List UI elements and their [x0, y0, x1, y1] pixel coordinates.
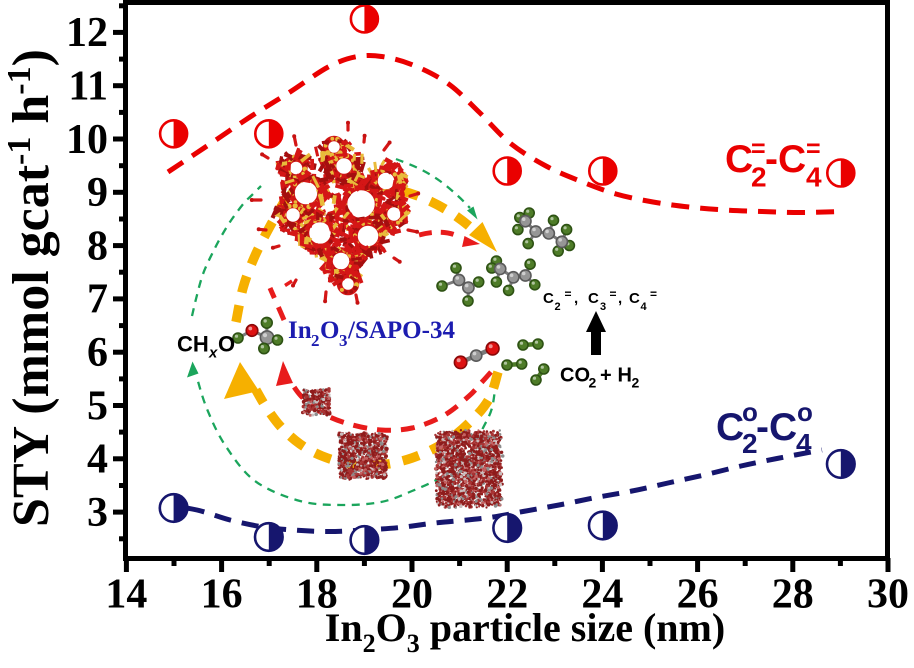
svg-text:28: 28 — [772, 572, 814, 618]
svg-text:CH: CH — [177, 332, 209, 357]
svg-text:C: C — [543, 290, 554, 307]
svg-text:=: = — [806, 135, 821, 163]
svg-text:4: 4 — [806, 162, 822, 193]
svg-text:CO: CO — [560, 365, 590, 387]
svg-text:O: O — [320, 317, 339, 344]
svg-text:30: 30 — [867, 572, 909, 618]
svg-text:C: C — [725, 138, 753, 181]
svg-text:12: 12 — [66, 10, 108, 56]
svg-text:14: 14 — [105, 572, 147, 618]
svg-text:10: 10 — [66, 117, 108, 163]
svg-text:O: O — [218, 332, 235, 357]
svg-text:C: C — [716, 406, 744, 449]
svg-text:7: 7 — [87, 277, 108, 323]
svg-text:,: , — [574, 290, 578, 307]
svg-text:=: = — [751, 135, 766, 163]
svg-text:24: 24 — [581, 572, 623, 618]
svg-text:9: 9 — [87, 170, 108, 216]
svg-text:C: C — [629, 290, 640, 307]
svg-text:In2O3 particle size (nm): In2O3 particle size (nm) — [325, 605, 725, 658]
svg-text:=: = — [650, 287, 657, 301]
svg-text:2: 2 — [742, 428, 758, 459]
svg-text:4: 4 — [641, 301, 648, 313]
svg-text:-C: -C — [765, 138, 806, 181]
svg-text:3: 3 — [87, 490, 108, 536]
svg-text:2: 2 — [589, 375, 597, 391]
svg-text:In: In — [288, 317, 312, 344]
svg-text:x: x — [208, 345, 218, 362]
svg-text:2: 2 — [555, 301, 561, 313]
svg-text:H: H — [618, 365, 632, 387]
svg-text:8: 8 — [87, 223, 108, 269]
svg-text:2: 2 — [311, 331, 320, 350]
svg-text:=: = — [565, 287, 572, 301]
svg-text:4: 4 — [87, 437, 108, 483]
svg-text:+: + — [600, 365, 612, 387]
svg-text:22: 22 — [486, 572, 528, 618]
svg-text:o: o — [797, 397, 813, 427]
svg-text:5: 5 — [87, 383, 108, 429]
svg-text:26: 26 — [677, 572, 719, 618]
svg-text:=: = — [610, 287, 617, 301]
svg-text:3: 3 — [339, 331, 348, 350]
svg-text:/SAPO-34: /SAPO-34 — [347, 317, 455, 344]
svg-text:,: , — [618, 290, 622, 307]
svg-text:20: 20 — [391, 572, 433, 618]
svg-text:16: 16 — [201, 572, 243, 618]
svg-text:3: 3 — [600, 301, 606, 313]
svg-text:C: C — [588, 290, 599, 307]
svg-text:18: 18 — [296, 572, 338, 618]
svg-text:o: o — [742, 397, 758, 427]
svg-text:11: 11 — [68, 64, 108, 110]
svg-text:2: 2 — [632, 375, 640, 391]
svg-text:4: 4 — [796, 428, 812, 459]
svg-text:-C: -C — [756, 406, 797, 449]
svg-text:2: 2 — [751, 162, 767, 193]
svg-text:STY (mmol gcat-1 h-1): STY (mmol gcat-1 h-1) — [1, 49, 60, 527]
svg-text:6: 6 — [87, 330, 108, 376]
